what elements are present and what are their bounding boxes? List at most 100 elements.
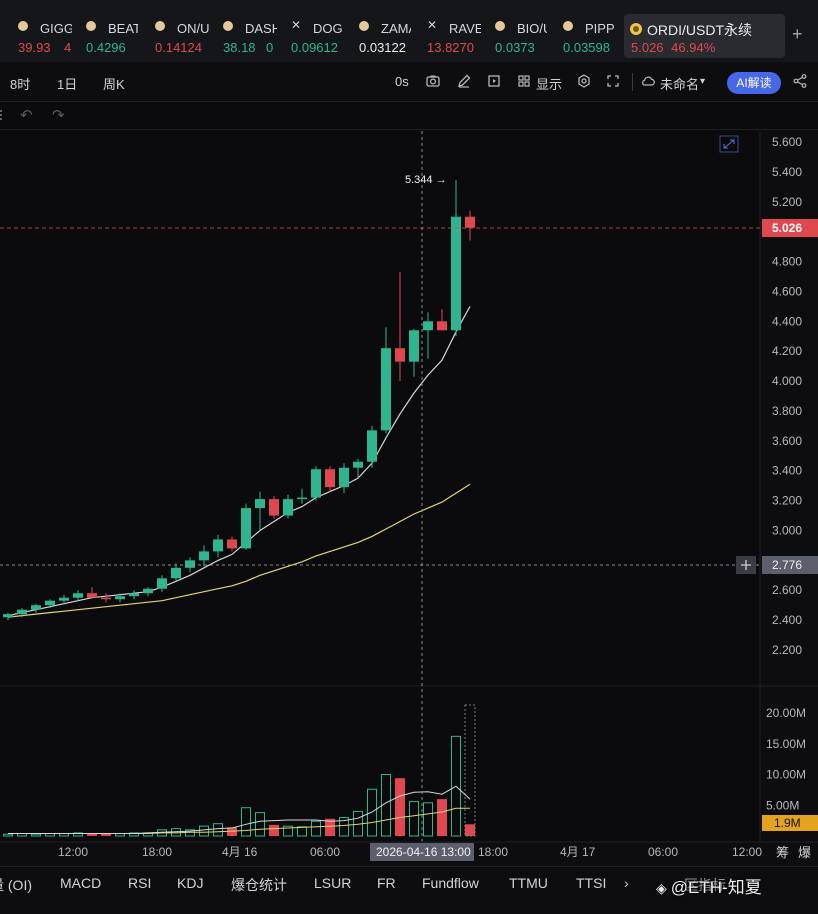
volume-tick-label: 20.00M <box>766 706 806 720</box>
ticker-symbol: DASH <box>245 21 277 36</box>
ai-analysis-button[interactable]: AI解读 <box>727 72 781 94</box>
fullscreen-icon[interactable] <box>605 73 621 89</box>
indicator-tab-fr[interactable]: FR <box>377 875 396 891</box>
indicator-tab-lsur[interactable]: LSUR <box>314 875 352 891</box>
coin-icon <box>86 21 96 31</box>
candle-body <box>269 499 279 516</box>
interval-1w[interactable]: 周K <box>103 77 125 92</box>
add-tab-icon[interactable]: + <box>792 24 803 44</box>
undo-icon[interactable]: ↶ <box>20 107 33 124</box>
watermark-text: @ETH-知夏 <box>670 878 762 897</box>
ticker-item[interactable]: DASH 38.18 0 <box>223 0 283 62</box>
x-icon: ✕ <box>291 18 302 32</box>
coin-icon <box>18 21 28 31</box>
interval-1d[interactable]: 1日 <box>57 77 78 92</box>
candle-body <box>367 430 377 462</box>
volume-tick-label: 5.00M <box>766 798 799 812</box>
indicator-tab-liquidation[interactable]: 爆仓统计 <box>231 877 287 893</box>
countdown-display[interactable]: 0s <box>395 74 409 89</box>
indicator-tab-oi[interactable]: 量 (OI) <box>0 877 32 893</box>
candle-body <box>87 593 97 598</box>
indicator-tab-ttsi[interactable]: TTSI <box>576 875 607 891</box>
candle-body <box>185 560 195 568</box>
candle-body <box>227 539 237 549</box>
volume-bar <box>73 832 83 837</box>
candle-body <box>213 539 223 552</box>
price-tick-label: 3.400 <box>772 464 802 478</box>
moving-averages <box>7 306 471 618</box>
ma-slow-line <box>7 483 471 618</box>
camera-icon[interactable] <box>425 73 441 89</box>
volume-bar <box>339 817 349 837</box>
price-chart[interactable]: 5.600 5.400 5.200 4.800 4.600 4.400 4.200 4.000… <box>0 0 818 866</box>
price-tick-label: 4.400 <box>772 314 802 328</box>
volume-bar <box>129 832 139 837</box>
ticker-price: 0.4296 <box>86 40 126 55</box>
layout-name[interactable]: 未命名 <box>660 77 700 92</box>
ticker-item[interactable]: ZAMA 0.03122 <box>359 0 419 62</box>
pencil-icon[interactable] <box>456 73 472 89</box>
candle-body <box>381 348 391 431</box>
ticker-price: 0.14124 <box>155 40 202 55</box>
candle-body <box>311 469 321 498</box>
ticker-symbol: GIGG <box>40 21 72 36</box>
candle-body <box>465 216 475 228</box>
indicator-tab-rsi[interactable]: RSI <box>128 875 152 891</box>
display-icon[interactable] <box>516 73 532 89</box>
ticker-price: 0.0373 <box>495 40 535 55</box>
candle-body <box>395 348 405 362</box>
ticker-price: 0.03122 <box>359 40 406 55</box>
ticker-item[interactable]: BEAT 0.4296 <box>86 0 146 62</box>
chevron-down-icon[interactable]: ▾ <box>700 76 706 87</box>
volume-bar <box>395 778 405 836</box>
candle-body <box>31 605 41 610</box>
ticker-item[interactable]: PIPPI 0.03598 <box>563 0 619 62</box>
gear-icon[interactable] <box>576 73 592 89</box>
drag-handle-icon[interactable] <box>0 110 2 120</box>
liquidation-toggle[interactable]: 爆 <box>798 846 811 861</box>
indicator-tab-fundflow[interactable]: Fundflow <box>422 875 479 891</box>
indicator-tab-ttmu[interactable]: TTMU <box>509 875 548 891</box>
interval-8h[interactable]: 8时 <box>10 77 31 92</box>
indicator-tab-kdj[interactable]: KDJ <box>177 875 204 891</box>
zoom-icon[interactable] <box>719 135 739 153</box>
candle-body <box>255 499 265 509</box>
volume-axis: 20.00M 15.00M 10.00M 5.00M <box>766 706 806 812</box>
volume-bar <box>465 824 475 836</box>
candle-body <box>325 469 335 488</box>
volume-bar <box>409 801 419 837</box>
replay-icon[interactable] <box>486 73 502 89</box>
redo-icon[interactable]: ↷ <box>52 107 65 124</box>
ticker-item[interactable]: ✕ RAVE 13.8270 <box>427 0 489 62</box>
ticker-item[interactable]: ON/U 0.14124 <box>155 0 217 62</box>
volume-last-box <box>762 815 818 831</box>
chip-distribution-toggle[interactable]: 筹 <box>776 845 789 861</box>
candle-body <box>437 321 447 331</box>
indicator-more[interactable]: 区指标 <box>684 877 726 893</box>
ticker-item[interactable]: BIO/U 0.0373 <box>495 0 555 62</box>
ticker-symbol: DOG <box>313 21 343 36</box>
price-tick-label: 4.200 <box>772 344 802 358</box>
crosshair-add-icon[interactable] <box>736 556 756 574</box>
volume-bar <box>437 799 447 836</box>
display-button[interactable]: 显示 <box>536 77 563 92</box>
crosshair-time-box <box>370 843 474 861</box>
price-tick-label: 3.600 <box>772 434 802 448</box>
volume-tick-label: 15.00M <box>766 737 806 751</box>
active-pair-tab[interactable]: ORDI/USDT永续 5.026 46.94% <box>624 14 785 58</box>
ticker-item[interactable]: GIGG 39.93 4 <box>4 0 72 62</box>
toolbar-divider <box>632 73 633 91</box>
candle-body <box>129 593 139 597</box>
coin-icon <box>155 21 165 31</box>
ticker-item[interactable]: ✕ DOG 0.09612 <box>291 0 351 62</box>
time-tick-label: 4月 17 <box>560 845 596 859</box>
candle-body <box>73 593 83 598</box>
price-tick-label: 5.600 <box>772 135 802 149</box>
share-icon[interactable] <box>792 73 808 89</box>
chevron-right-icon[interactable]: › <box>624 875 629 891</box>
cloud-icon[interactable] <box>640 73 656 89</box>
candle-body <box>451 216 461 331</box>
chart-toolbar: 8时 1日 周K 0s 显示 未命名 ▾ AI解读 <box>0 62 818 102</box>
x-icon: ✕ <box>427 18 438 32</box>
indicator-tab-macd[interactable]: MACD <box>60 875 102 891</box>
